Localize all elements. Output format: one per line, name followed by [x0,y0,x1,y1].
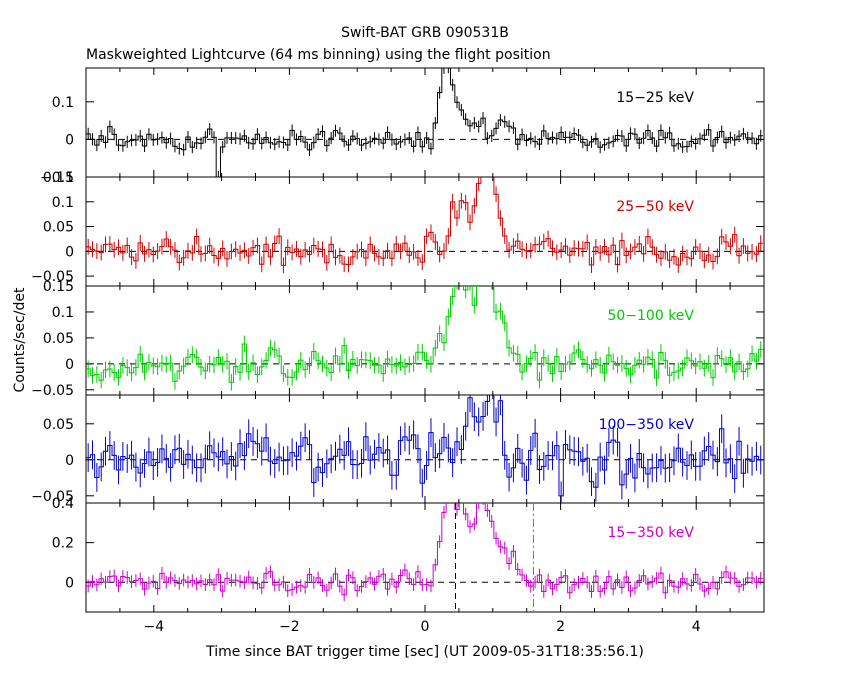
series-line [86,68,763,177]
y-tick-label: 0.15 [43,170,74,186]
y-tick-label: 0.1 [52,305,74,321]
panel-frame [85,67,765,178]
y-tick-label: 0.2 [52,536,74,552]
panels-group: 0 0.1 −0.1 15−25 keV −0.05 0 0.05 0.1 0.15 25−50 … [31,67,765,635]
series-line [86,286,763,383]
panel-4: −0.05 0 0.05 100−350 keV [31,394,765,505]
y-tick-label: 0 [65,132,74,148]
series-label: 50−100 keV [607,308,694,324]
y-tick-label: 0.15 [43,279,74,295]
y-tick-label: 0 [65,244,74,260]
series-line [86,177,763,266]
y-tick-label: −0.1 [40,170,74,186]
error-bars [87,503,762,602]
chart-subtitle: Maskweighted Lightcurve (64 ms binning) … [86,47,551,63]
x-tick-label: 4 [692,619,701,635]
series-label: 25−50 keV [616,199,694,215]
y-tick-label: 0 [65,453,74,469]
panel-3: −0.05 0 0.05 0.1 0.15 50−100 keV [31,279,765,399]
series-label: 15−25 keV [616,90,694,106]
y-tick-label: 0.05 [43,331,74,347]
chart-title: Swift-BAT GRB 090531B [341,25,509,41]
x-tick-label: −4 [143,619,164,635]
y-tick-label: 0 [65,575,74,591]
x-tick-label: 2 [556,619,565,635]
series-label: 15−350 keV [607,525,694,541]
y-tick-label: −0.05 [31,489,74,505]
y-axis-label: Counts/sec/det [12,287,28,392]
series-label: 100−350 keV [599,417,695,433]
x-axis-label: Time since BAT trigger time [sec] (UT 20… [205,644,644,660]
y-tick-label: −0.05 [31,383,74,399]
y-tick-label: 0.1 [52,195,74,211]
y-tick-label: 0 [65,357,74,373]
panel-frame [85,176,765,287]
x-tick-label: −2 [279,619,300,635]
y-tick-label: −0.05 [31,269,74,285]
panel-5: −4 −2 0 2 4 0 0.2 0.4 15−350 keV [52,496,765,635]
series-line [86,395,763,497]
y-tick-label: 0.05 [43,220,74,236]
y-tick-label: 0.1 [52,95,74,111]
series-line [86,503,763,596]
panel-1: 0 0.1 −0.1 15−25 keV [40,67,765,186]
y-tick-label: 0.05 [43,417,74,433]
panel-2: −0.05 0 0.05 0.1 0.15 25−50 keV [31,170,765,287]
y-tick-label: 0.4 [52,496,74,512]
panel-frame [85,502,765,613]
error-bars [87,68,762,177]
error-bars [87,395,762,503]
x-tick-label: 0 [421,619,430,635]
panel-frame [85,285,765,396]
